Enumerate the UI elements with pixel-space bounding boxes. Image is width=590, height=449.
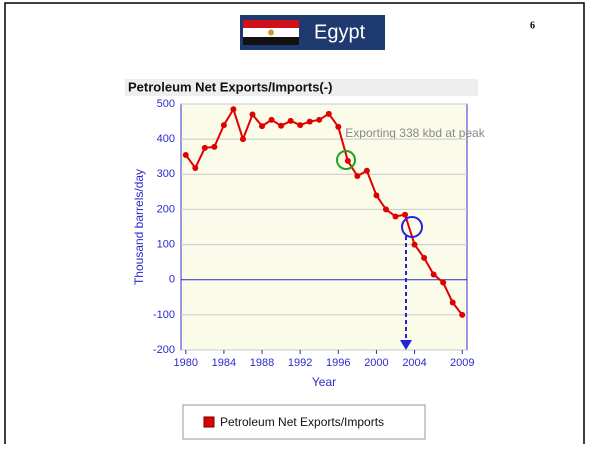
data-point (421, 254, 428, 261)
plot-area (180, 103, 468, 351)
banner: Egypt (240, 15, 385, 50)
x-tick-label: 1996 (326, 357, 350, 369)
data-point (220, 122, 227, 129)
peak-circle (336, 150, 356, 170)
data-point (182, 151, 189, 158)
x-tick-label: 1984 (212, 357, 236, 369)
x-tick-label: 1988 (250, 357, 274, 369)
data-point (430, 271, 437, 278)
y-tick-label: 0 (169, 274, 175, 286)
y-tick-label: 500 (157, 98, 175, 110)
data-point (239, 136, 246, 143)
title-band (125, 79, 478, 96)
data-point (344, 157, 351, 164)
data-point (325, 110, 332, 117)
decline-circle (401, 216, 423, 238)
x-tick-label: 1992 (288, 357, 312, 369)
y-tick-label: -100 (153, 309, 175, 321)
data-point (278, 122, 285, 129)
x-tick-label: 2009 (450, 357, 474, 369)
data-point (440, 279, 447, 286)
y-tick-label: 200 (157, 203, 175, 215)
banner-title: Egypt (314, 21, 366, 43)
x-tick-label: 1980 (174, 357, 198, 369)
data-point (354, 173, 361, 180)
page-number: 6 (530, 20, 535, 31)
flag-red (243, 20, 299, 28)
data-point (287, 117, 294, 124)
y-tick-label: 400 (157, 133, 175, 145)
data-point (306, 118, 313, 125)
data-point (382, 206, 389, 213)
data-point (373, 192, 380, 199)
annotation: Exporting 338 kbd at peak (345, 126, 485, 140)
arrow-head (400, 340, 412, 350)
flag-black (243, 37, 299, 45)
data-point (192, 164, 199, 171)
x-tick-label: 2004 (402, 357, 426, 369)
data-point (392, 213, 399, 220)
legend-swatch (203, 416, 215, 428)
data-point (335, 123, 342, 130)
y-tick-label: -200 (153, 344, 175, 356)
data-point (363, 167, 370, 174)
data-point (297, 122, 304, 129)
x-tick-label: 2000 (364, 357, 388, 369)
data-point (402, 211, 409, 218)
data-point (268, 116, 275, 123)
legend-label: Petroleum Net Exports/Imports (220, 415, 384, 429)
y-tick-label: 300 (157, 168, 175, 180)
data-point (449, 299, 456, 306)
data-point (316, 116, 323, 123)
flag-eagle (268, 29, 274, 36)
data-point (259, 123, 266, 130)
data-point (411, 241, 418, 248)
data-point (230, 106, 237, 113)
y-axis-label: Thousand barrels/day (132, 169, 146, 285)
data-point (249, 111, 256, 118)
plot: -200 -100 0 100 200 300 400 500 1980 1984 1988 1992… (153, 98, 475, 369)
data-point (211, 143, 218, 150)
data-point (459, 311, 466, 318)
data-point (201, 144, 208, 151)
legend-box (182, 404, 426, 440)
x-axis-label: Year (312, 375, 336, 389)
chart-title: Petroleum Net Exports/Imports(-) (128, 79, 332, 94)
y-tick-label: 100 (157, 238, 175, 250)
